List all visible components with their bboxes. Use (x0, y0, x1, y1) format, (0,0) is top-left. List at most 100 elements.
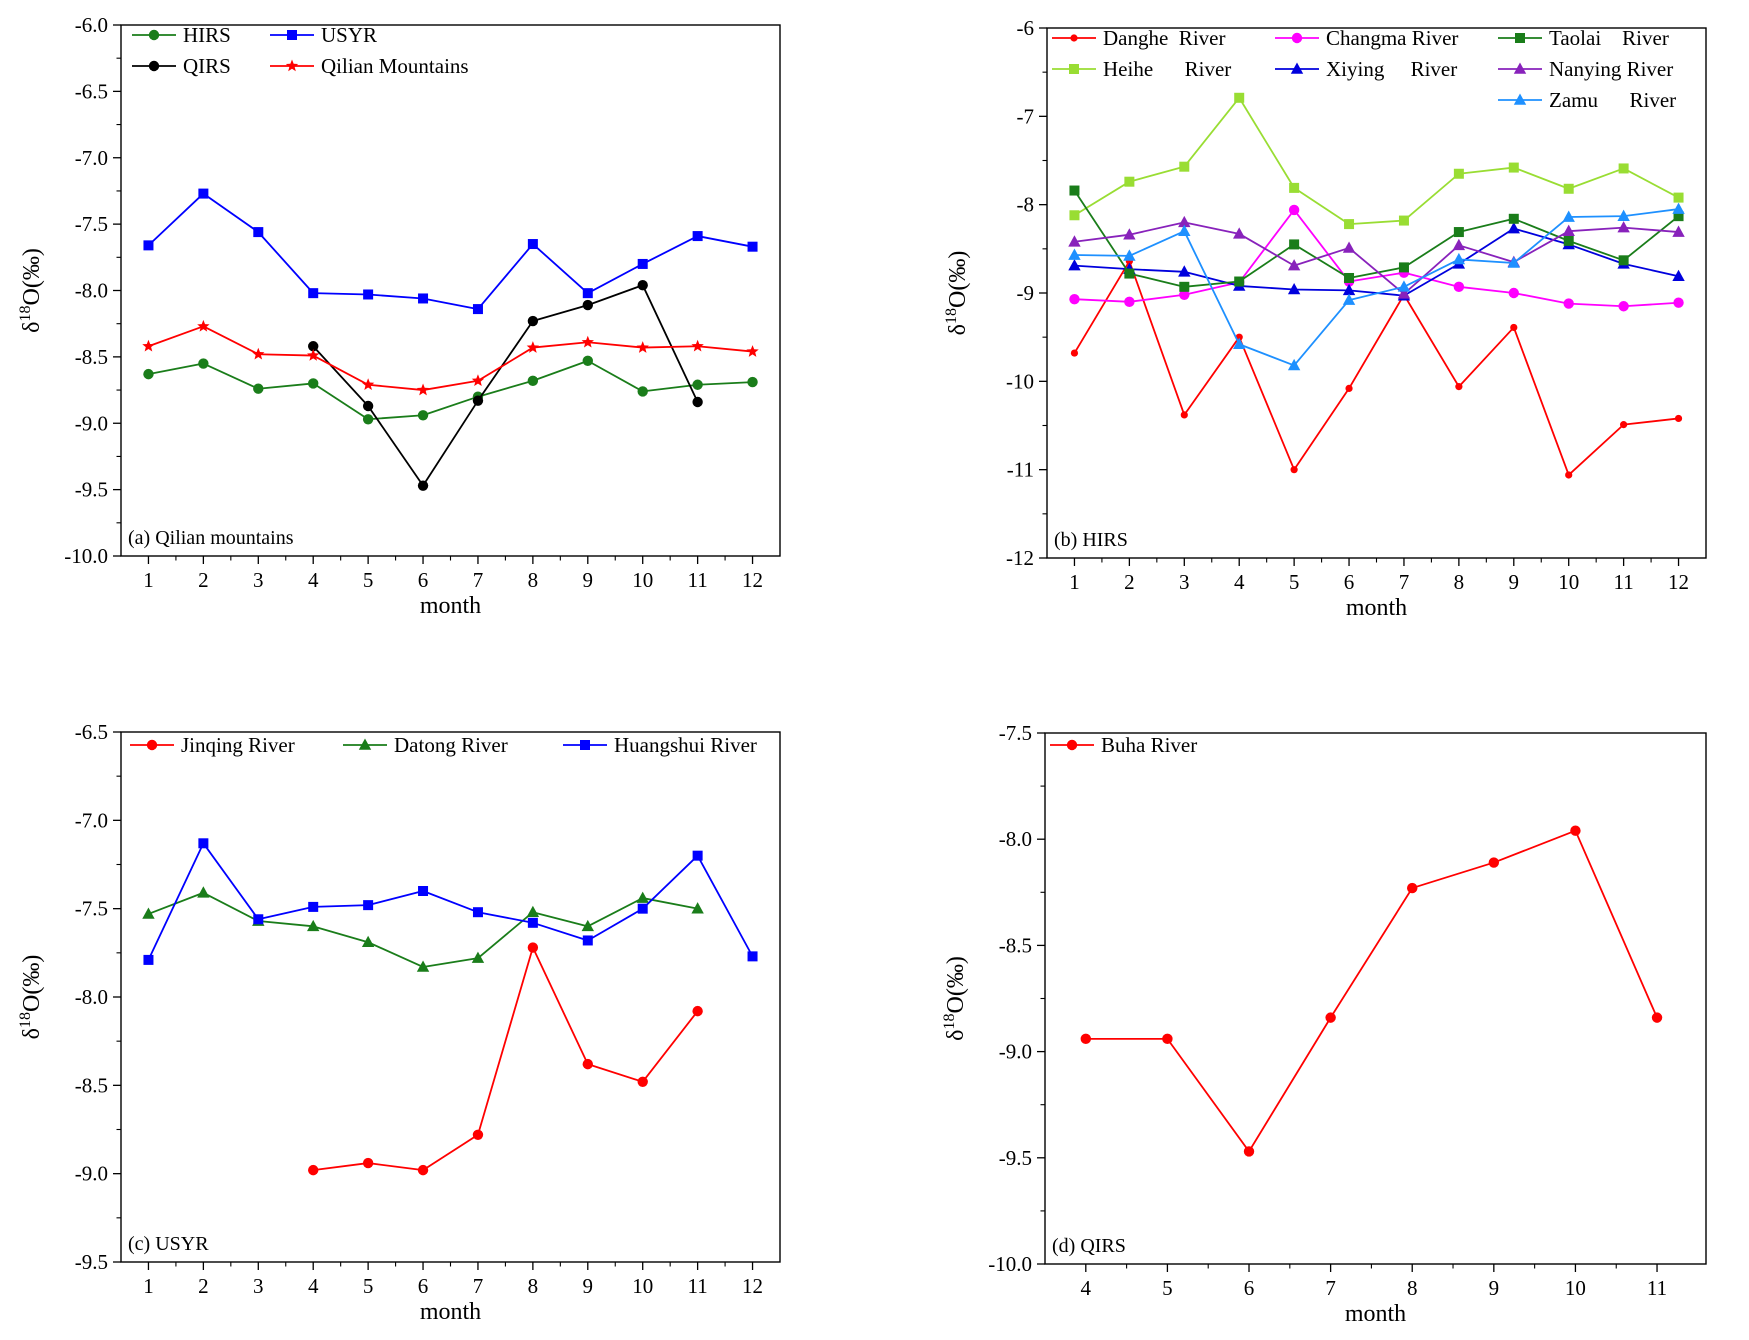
x-axis-label: month (1345, 1301, 1406, 1327)
legend-swatch-marker (287, 30, 297, 40)
y-tick-label: -7.5 (75, 897, 108, 921)
x-tick-label: 10 (632, 568, 653, 592)
y-tick-label: -6.5 (75, 79, 108, 103)
data-point (1344, 219, 1355, 230)
legend-label: HIRS (183, 23, 231, 47)
legend-label: Heihe River (1103, 57, 1231, 81)
data-point (1510, 323, 1518, 332)
x-tick-label: 12 (1668, 570, 1689, 594)
y-tick-label: -6.5 (75, 720, 108, 744)
x-tick-label: 10 (1558, 570, 1579, 594)
y-tick-label: -8.5 (75, 1073, 108, 1097)
series-line (312, 284, 699, 487)
series-line (1073, 190, 1680, 288)
data-point (1455, 383, 1463, 391)
data-point (637, 386, 648, 397)
y-tick-label: -9.0 (75, 1162, 108, 1186)
data-point (1342, 283, 1356, 296)
data-point (362, 414, 374, 425)
data-point (1562, 210, 1575, 222)
y-tick-label: -8.0 (75, 985, 108, 1009)
data-point (1179, 289, 1190, 300)
series-c-1 (142, 886, 704, 972)
data-point (1179, 281, 1190, 292)
legend-label: Zamu River (1549, 88, 1676, 112)
legend-item: Zamu River (1498, 88, 1676, 112)
data-point (416, 960, 430, 972)
data-point (692, 1005, 703, 1017)
x-tick-label: 5 (1162, 1276, 1173, 1300)
data-point (197, 319, 210, 332)
legend-label: Taolai River (1549, 26, 1669, 50)
chart-panel-a: 1 2 3 4 5 6 7 8 9 10 11 12-10.0-9.5-9.0-8.5-8.0-7.5… (17, 13, 781, 619)
x-tick-label: 11 (688, 568, 708, 592)
data-point (747, 241, 758, 252)
x-tick-label: 1 (143, 1274, 154, 1298)
x-axis-label: month (1346, 595, 1407, 621)
series-line (148, 359, 753, 421)
data-point (1452, 238, 1466, 251)
data-point (582, 1058, 593, 1070)
data-point (1069, 210, 1080, 221)
x-tick-label: 6 (418, 568, 429, 592)
legend-label: Datong River (394, 733, 508, 757)
data-point (308, 901, 319, 912)
data-point (472, 304, 483, 315)
legend-label: USYR (321, 23, 377, 47)
data-point (1673, 211, 1684, 222)
data-point (143, 240, 154, 251)
x-tick-label: 11 (1647, 1276, 1667, 1300)
data-point (527, 917, 538, 928)
data-point (1070, 349, 1079, 357)
x-tick-label: 9 (1489, 1276, 1500, 1300)
series-b-1 (1069, 92, 1684, 230)
data-point (582, 935, 593, 946)
data-point (1507, 256, 1520, 268)
data-point (1672, 202, 1685, 214)
y-axis: -10.0 -9.5 -9.0 -8.5 -8.0 -7.5 -7.0 -6.5 -6.0 (64, 13, 121, 568)
data-point (636, 341, 649, 353)
x-tick-label: 11 (1614, 570, 1634, 594)
data-point (1287, 358, 1301, 371)
x-tick-label: 1 (143, 568, 154, 592)
y-axis-label: δ18O(‰) (17, 955, 45, 1040)
data-point (1452, 252, 1466, 265)
data-point (1565, 471, 1573, 479)
y-tick-label: -7.5 (999, 721, 1032, 745)
data-point (692, 379, 703, 390)
y-tick-label: -6 (1017, 16, 1035, 40)
series-b-4 (1069, 185, 1684, 292)
data-point (472, 1129, 484, 1141)
y-tick-label: -7.0 (75, 146, 108, 170)
data-point (1672, 269, 1685, 282)
data-point (1397, 280, 1411, 292)
panel-label: (d) QIRS (1052, 1235, 1126, 1257)
y-axis: -10.0 -9.5 -9.0 -8.5 -8.0 -7.5 (988, 721, 1045, 1276)
series-c-2 (143, 838, 758, 965)
panel-label: (c) USYR (128, 1233, 209, 1255)
data-point (1508, 287, 1519, 299)
data-point (1233, 227, 1246, 239)
plot-frame (120, 24, 781, 557)
x-tick-label: 6 (1244, 1276, 1255, 1300)
x-tick-label: 7 (1399, 570, 1410, 594)
x-tick-label: 8 (528, 568, 539, 592)
x-tick-label: 7 (473, 568, 484, 592)
legend-swatch-marker (146, 739, 158, 751)
data-point (253, 914, 264, 925)
x-axis: 1 2 3 4 5 6 7 8 9 10 11 12 (1069, 558, 1689, 594)
data-point (1234, 92, 1245, 103)
data-point (582, 355, 593, 367)
data-point (308, 288, 319, 299)
data-point (1453, 227, 1464, 238)
data-point (142, 339, 155, 352)
data-point (252, 347, 265, 360)
legend-label: QIRS (183, 54, 231, 78)
y-tick-label: -8.5 (75, 345, 108, 369)
x-tick-label: 5 (363, 568, 374, 592)
data-point (1570, 825, 1581, 836)
chart-panel-c: 1 2 3 4 5 6 7 8 9 10 11 12-9.5-9.0-8.5-8.0-7.5-7.0-… (17, 720, 781, 1325)
x-tick-label: 5 (363, 1274, 374, 1298)
data-point (1618, 255, 1629, 266)
x-tick-label: 2 (1124, 570, 1135, 594)
